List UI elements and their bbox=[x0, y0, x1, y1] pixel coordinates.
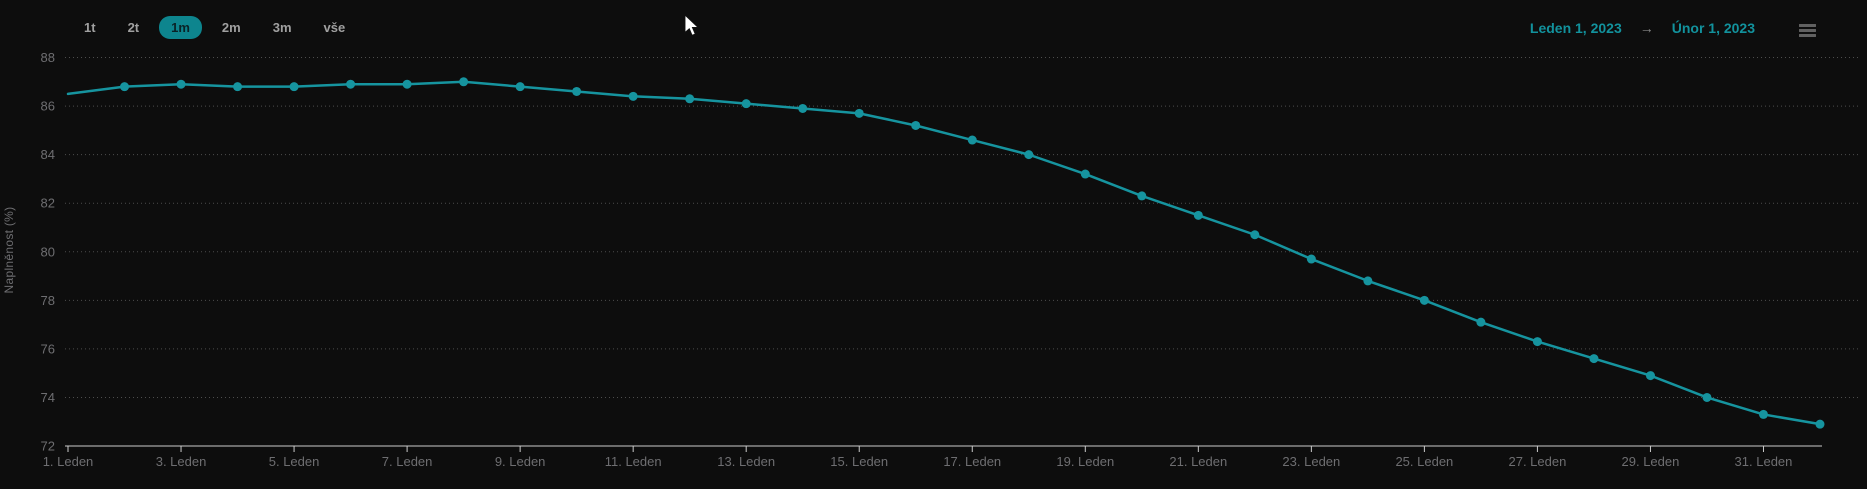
data-point[interactable] bbox=[176, 79, 186, 89]
chart-toolbar: 1t 2t 1m 2m 3m vše Leden 1, 2023 → Únor … bbox=[0, 0, 1867, 46]
x-axis-tick-label: 29. Leden bbox=[1622, 454, 1680, 469]
range-button-2m[interactable]: 2m bbox=[210, 16, 253, 39]
data-point[interactable] bbox=[459, 77, 469, 87]
date-to-input[interactable]: Únor 1, 2023 bbox=[1671, 20, 1755, 36]
data-point[interactable] bbox=[1815, 419, 1825, 429]
data-point[interactable] bbox=[1080, 169, 1090, 179]
data-point[interactable] bbox=[628, 91, 638, 101]
x-axis-tick-label: 3. Leden bbox=[156, 454, 207, 469]
y-axis-tick-label: 82 bbox=[41, 196, 55, 211]
data-point[interactable] bbox=[346, 79, 356, 89]
x-axis-tick-label: 9. Leden bbox=[495, 454, 546, 469]
x-axis-tick-label: 17. Leden bbox=[943, 454, 1001, 469]
y-axis-tick-label: 74 bbox=[41, 390, 55, 405]
data-point[interactable] bbox=[572, 86, 582, 96]
arrow-right-icon: → bbox=[1639, 20, 1654, 36]
y-axis-tick-label: 84 bbox=[41, 147, 55, 162]
data-point[interactable] bbox=[1306, 254, 1316, 264]
data-point[interactable] bbox=[233, 82, 243, 92]
data-point[interactable] bbox=[1702, 392, 1712, 402]
x-axis-tick-label: 11. Leden bbox=[605, 454, 662, 469]
mouse-cursor bbox=[684, 14, 700, 36]
data-point[interactable] bbox=[1137, 191, 1147, 201]
data-point[interactable] bbox=[1363, 276, 1373, 286]
data-point[interactable] bbox=[1250, 230, 1260, 240]
data-point[interactable] bbox=[685, 94, 695, 104]
x-axis-tick-label: 7. Leden bbox=[382, 454, 433, 469]
data-point[interactable] bbox=[854, 108, 864, 118]
data-point[interactable] bbox=[515, 82, 525, 92]
y-axis-tick-label: 88 bbox=[41, 50, 55, 65]
data-point[interactable] bbox=[911, 120, 921, 130]
x-axis-tick-label: 21. Leden bbox=[1169, 454, 1227, 469]
data-point[interactable] bbox=[1589, 354, 1599, 364]
range-button-3m[interactable]: 3m bbox=[261, 16, 304, 39]
range-button-2t[interactable]: 2t bbox=[116, 16, 152, 39]
x-axis-tick-label: 15. Leden bbox=[830, 454, 888, 469]
data-point[interactable] bbox=[289, 82, 299, 92]
y-axis-tick-label: 72 bbox=[41, 439, 55, 454]
hamburger-icon bbox=[1799, 24, 1816, 37]
series-line bbox=[66, 80, 1822, 426]
x-axis-tick-label: 27. Leden bbox=[1508, 454, 1566, 469]
data-point[interactable] bbox=[402, 79, 412, 89]
x-axis-tick-label: 25. Leden bbox=[1395, 454, 1453, 469]
x-axis-tick-label: 19. Leden bbox=[1056, 454, 1114, 469]
chart-menu-button[interactable] bbox=[1797, 22, 1818, 39]
data-point[interactable] bbox=[1476, 317, 1486, 327]
data-point[interactable] bbox=[1024, 150, 1034, 160]
data-point[interactable] bbox=[741, 99, 751, 109]
data-point[interactable] bbox=[1532, 337, 1542, 347]
data-point[interactable] bbox=[1193, 210, 1203, 220]
range-selector: 1t 2t 1m 2m 3m vše bbox=[72, 16, 357, 39]
y-axis-tick-label: 86 bbox=[41, 99, 55, 114]
data-point[interactable] bbox=[1645, 371, 1655, 381]
data-point[interactable] bbox=[798, 103, 808, 113]
x-axis-tick-label: 13. Leden bbox=[717, 454, 775, 469]
range-button-1m[interactable]: 1m bbox=[159, 16, 202, 39]
range-button-vse[interactable]: vše bbox=[312, 16, 358, 39]
data-point[interactable] bbox=[967, 135, 977, 145]
data-point[interactable] bbox=[1419, 295, 1429, 305]
x-axis-tick-label: 1. Leden bbox=[43, 454, 94, 469]
x-axis-tick-label: 5. Leden bbox=[269, 454, 320, 469]
x-axis-tick-label: 23. Leden bbox=[1282, 454, 1340, 469]
date-from-input[interactable]: Leden 1, 2023 bbox=[1529, 20, 1622, 36]
range-button-1t[interactable]: 1t bbox=[72, 16, 108, 39]
y-axis-tick-label: 78 bbox=[41, 293, 55, 308]
date-range: Leden 1, 2023 → Únor 1, 2023 bbox=[1530, 20, 1755, 36]
y-axis-tick-label: 80 bbox=[41, 244, 55, 259]
data-point[interactable] bbox=[120, 82, 130, 92]
x-axis-tick-label: 31. Leden bbox=[1735, 454, 1793, 469]
data-point[interactable] bbox=[1758, 409, 1768, 419]
y-axis-tick-label: 76 bbox=[41, 341, 55, 356]
